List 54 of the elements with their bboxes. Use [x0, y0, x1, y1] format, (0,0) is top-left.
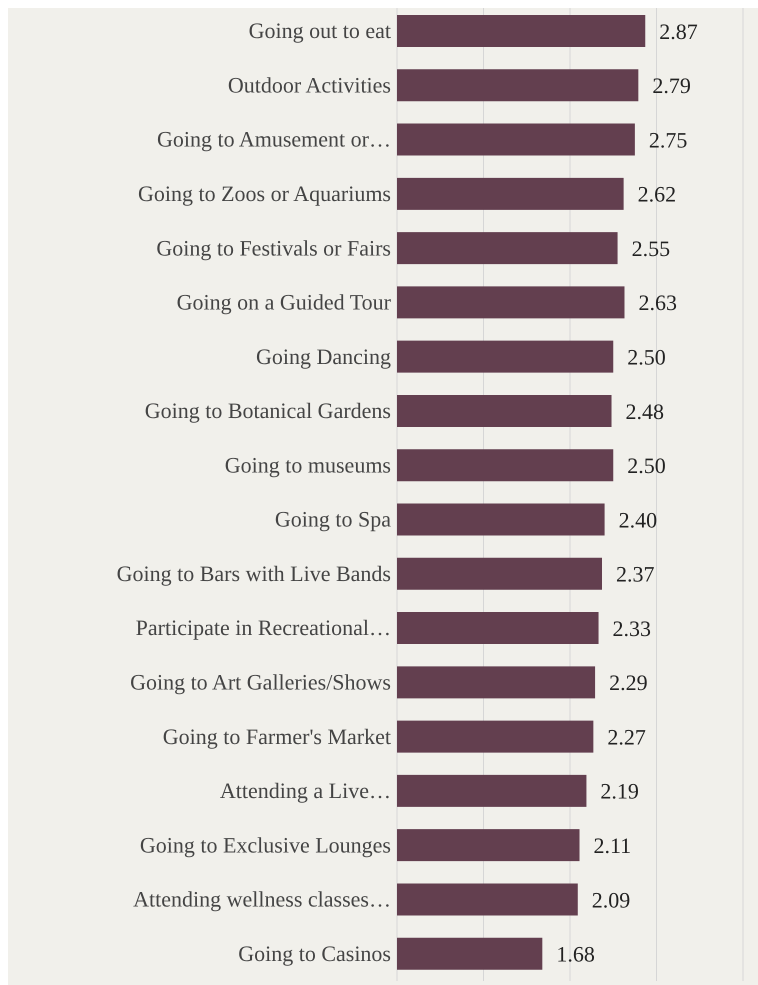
y-tick-label: Attending wellness classes… — [133, 886, 391, 912]
bar — [397, 938, 542, 970]
data-label: 2.40 — [618, 507, 658, 532]
y-tick-label: Going to Amusement or… — [156, 126, 391, 152]
bar — [397, 612, 599, 644]
y-tick-label: Going Dancing — [256, 344, 391, 369]
data-label: 2.79 — [652, 73, 691, 98]
bar — [397, 558, 602, 590]
y-tick-label: Going to Art Galleries/Shows — [130, 669, 391, 694]
bar — [397, 69, 638, 102]
y-tick-label: Going to Spa — [274, 506, 392, 532]
bar — [397, 774, 586, 807]
bar — [397, 666, 596, 698]
data-label: 2.63 — [638, 290, 677, 316]
bar — [397, 178, 624, 210]
bar — [397, 15, 646, 47]
data-label: 2.27 — [607, 724, 646, 750]
y-tick-label: Going to Farmer's Market — [162, 724, 391, 749]
data-label: 2.11 — [594, 832, 632, 858]
data-label: 2.87 — [659, 18, 698, 44]
bar — [397, 449, 614, 482]
data-label: 2.55 — [632, 236, 670, 261]
data-label: 2.50 — [627, 344, 666, 370]
bar — [397, 720, 594, 753]
bar — [397, 286, 624, 318]
bar — [397, 883, 578, 916]
data-label: 2.09 — [592, 887, 630, 912]
data-label: 2.29 — [609, 670, 648, 696]
data-label: 2.50 — [627, 453, 666, 478]
y-tick-label: Going to Botanical Gardens — [144, 398, 391, 424]
y-tick-label: Participate in Recreational… — [136, 615, 391, 640]
y-tick-label: Going to Casinos — [238, 940, 391, 966]
y-tick-label: Going to Exclusive Lounges — [140, 832, 391, 858]
data-label: 2.48 — [626, 398, 664, 424]
y-tick-label: Going on a Guided Tour — [176, 290, 392, 315]
bar — [397, 504, 605, 536]
data-label: 2.33 — [612, 616, 652, 641]
bar — [397, 829, 580, 862]
y-tick-label: Going out to eat — [248, 18, 391, 44]
bar — [397, 394, 612, 427]
y-tick-label: Going to Bars with Live Bands — [116, 560, 391, 586]
data-label: 2.19 — [600, 778, 639, 804]
data-label: 1.68 — [556, 942, 595, 967]
y-tick-label: Going to museums — [224, 452, 391, 478]
bar — [397, 124, 635, 156]
data-label: 2.75 — [648, 127, 688, 152]
y-tick-label: Going to Zoos or Aquariums — [138, 180, 391, 206]
bar — [397, 232, 618, 264]
data-label: 2.37 — [616, 562, 655, 587]
y-tick-label: Going to Festivals or Fairs — [156, 235, 391, 260]
y-tick-label: Outdoor Activities — [228, 72, 391, 98]
data-label: 2.62 — [638, 182, 676, 207]
y-tick-label: Attending a Live… — [220, 778, 391, 804]
bar — [397, 340, 614, 373]
